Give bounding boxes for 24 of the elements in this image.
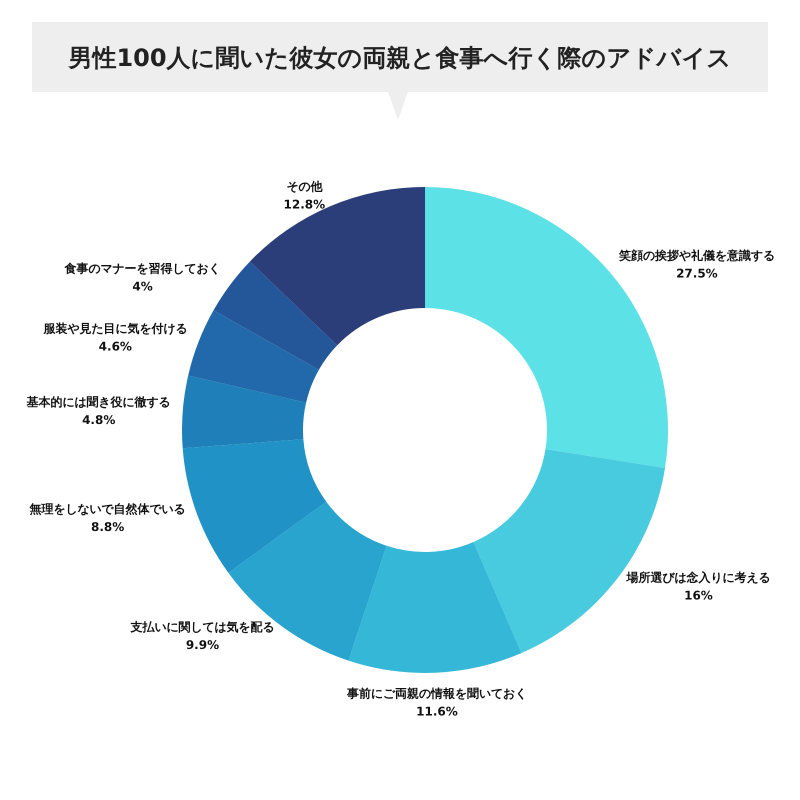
data-label: 27.5% [676,266,718,280]
slice-label: 支払いに関しては気を配る [129,620,274,634]
data-label: 9.9% [186,638,220,652]
data-label: 16% [684,588,713,602]
slice-label: その他 [286,179,324,194]
slice-label: 基本的には聞き役に徹する [26,394,171,409]
donut-slice [182,376,306,448]
data-label: 12.8% [284,197,326,212]
data-label: 11.6% [416,704,458,719]
donut-slice [182,439,326,573]
donut-slice [425,187,668,468]
donut-slice [348,542,522,673]
slice-label: 事前にご両親の情報を聞いておく [346,686,528,701]
data-label: 8.8% [90,520,124,534]
data-label: 4.6% [98,340,132,354]
donut-slice [188,310,319,403]
slice-label: 無理をしないで自然体でいる [28,502,186,516]
slice-label: 食事のマナーを習得しておく [64,262,221,276]
chart-title: 男性100人に聞いた彼女の両親と食事へ行く際のアドバイス [67,44,732,72]
slice-label: 笑顔の挨拶や礼儀を意識する [618,248,775,262]
slice-label: 場所選びは念入りに考える [625,570,770,584]
data-label: 4% [132,280,153,294]
slice-label: 服装や見た目に気を付ける [42,322,188,336]
data-label: 4.8% [82,412,116,427]
